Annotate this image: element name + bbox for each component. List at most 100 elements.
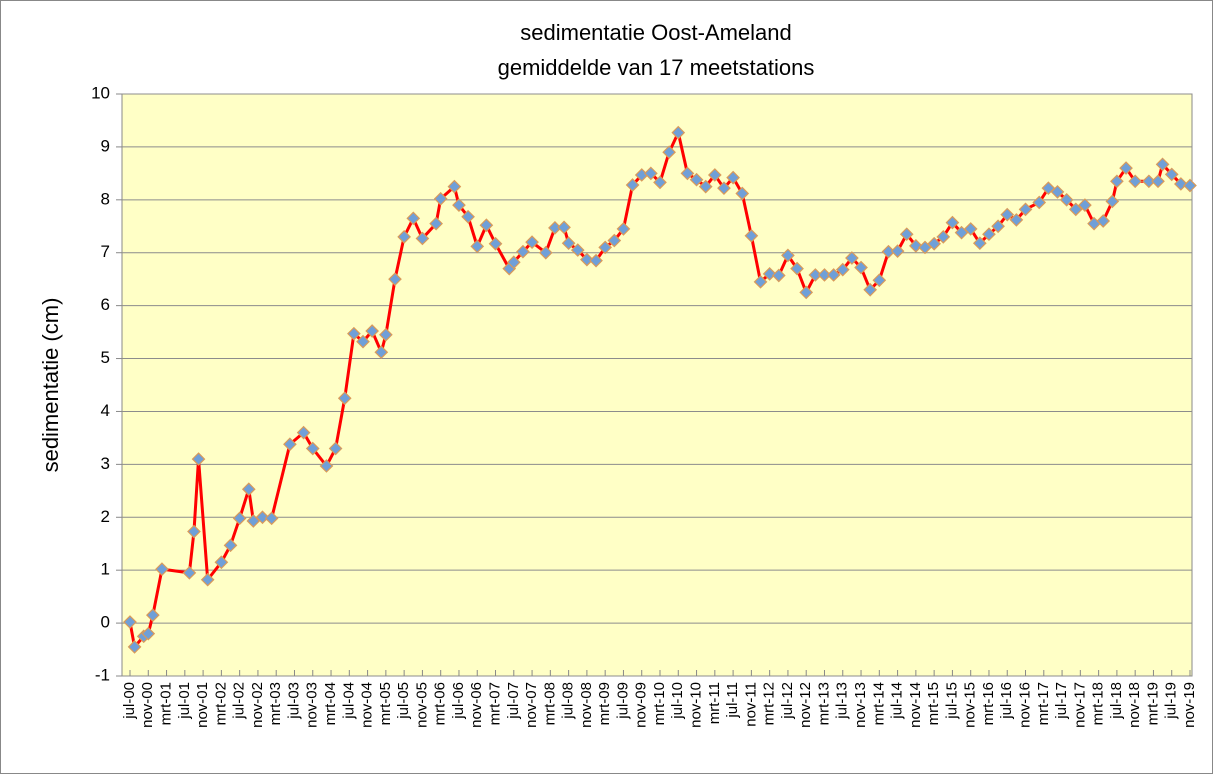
data-marker — [1032, 195, 1047, 210]
data-marker — [365, 324, 380, 338]
x-tick-label: nov-06 — [468, 682, 485, 728]
y-axis-label: sedimentatie (cm) — [38, 298, 63, 473]
data-marker — [141, 626, 156, 641]
y-tick-label: 8 — [101, 189, 110, 208]
x-tick-label: nov-04 — [359, 682, 376, 728]
x-tick-label: jul-09 — [614, 682, 631, 720]
data-marker — [214, 555, 229, 570]
chart-title: sedimentatie Oost-Ameland — [520, 20, 791, 45]
data-marker — [972, 236, 987, 251]
data-marker — [744, 228, 759, 243]
data-marker — [255, 510, 270, 525]
x-tick-label: mrt-19 — [1144, 682, 1161, 725]
y-tick-label: 1 — [101, 560, 110, 579]
data-marker — [589, 253, 603, 268]
data-marker — [127, 640, 142, 654]
x-tick-label: mrt-13 — [815, 682, 832, 725]
data-marker — [1183, 178, 1197, 193]
data-marker — [538, 245, 553, 260]
data-marker — [452, 198, 466, 212]
x-tick-label: jul-13 — [834, 682, 851, 720]
x-tick-label: mrt-14 — [870, 682, 887, 725]
y-tick-label: -1 — [95, 665, 110, 684]
data-marker — [771, 268, 786, 283]
data-marker — [1050, 185, 1065, 199]
data-marker — [1110, 174, 1124, 189]
data-marker — [991, 219, 1005, 234]
x-tick-label: nov-19 — [1181, 682, 1198, 728]
x-tick-label: nov-10 — [688, 682, 705, 728]
data-marker — [680, 166, 695, 181]
y-tick-label: 2 — [101, 507, 110, 526]
data-marker — [1105, 194, 1120, 209]
data-marker — [1096, 214, 1111, 228]
data-marker — [374, 345, 389, 360]
data-marker — [337, 391, 352, 406]
data-marker — [653, 175, 667, 190]
x-tick-label: nov-15 — [962, 682, 979, 728]
x-tick-label: jul-08 — [560, 682, 577, 720]
x-tick-label: nov-13 — [852, 682, 869, 728]
data-marker — [283, 437, 297, 452]
x-tick-label: nov-12 — [797, 682, 814, 728]
data-marker — [845, 251, 859, 265]
data-marker — [479, 218, 494, 233]
y-tick-label: 4 — [101, 401, 110, 420]
x-tick-label: jul-06 — [450, 682, 467, 720]
x-tick-label: jul-11 — [724, 682, 741, 719]
x-tick-label: mrt-09 — [596, 682, 613, 725]
data-marker — [388, 272, 402, 287]
data-marker — [182, 565, 197, 580]
data-marker — [1059, 192, 1074, 207]
data-marker — [379, 327, 393, 342]
x-tick-label: mrt-06 — [432, 682, 449, 725]
data-marker — [625, 178, 640, 192]
data-marker — [726, 170, 740, 185]
data-marker — [1119, 161, 1133, 175]
data-marker — [707, 168, 722, 182]
data-marker — [762, 267, 777, 281]
data-marker — [1018, 202, 1033, 217]
data-marker — [570, 243, 585, 257]
data-marker — [1155, 157, 1170, 172]
x-tick-label: jul-10 — [669, 682, 686, 720]
x-tick-label: mrt-05 — [377, 682, 394, 725]
data-marker — [863, 282, 878, 297]
data-marker — [945, 215, 960, 230]
x-tick-label: nov-17 — [1071, 682, 1088, 728]
x-tick-label: jul-07 — [505, 682, 522, 720]
x-tick-label: jul-01 — [176, 682, 193, 720]
data-marker — [890, 244, 905, 258]
data-marker — [406, 211, 421, 226]
data-marker — [123, 615, 137, 629]
data-marker — [1142, 174, 1156, 189]
x-tick-label: mrt-18 — [1090, 682, 1107, 725]
data-marker — [415, 231, 430, 246]
data-marker — [145, 608, 160, 623]
data-marker — [1151, 174, 1165, 189]
data-marker — [580, 252, 594, 267]
x-tick-label: nov-11 — [742, 682, 759, 727]
chart-subtitle: gemiddelde van 17 meetstations — [498, 55, 815, 80]
data-marker — [1009, 213, 1024, 227]
x-tick-label: jul-18 — [1108, 682, 1125, 720]
x-tick-label: jul-05 — [395, 682, 412, 720]
data-marker — [644, 166, 658, 181]
x-tick-label: mrt-16 — [980, 682, 997, 725]
data-marker — [296, 425, 311, 440]
data-marker — [1000, 207, 1015, 222]
x-tick-label: mrt-07 — [486, 682, 503, 725]
x-tick-label: nov-09 — [633, 682, 650, 728]
x-tick-label: nov-18 — [1126, 682, 1143, 728]
data-marker — [790, 261, 804, 276]
x-tick-label: mrt-03 — [267, 682, 284, 725]
data-marker — [191, 452, 206, 466]
x-tick-label: mrt-04 — [322, 682, 339, 725]
x-tick-label: jul-16 — [998, 682, 1015, 720]
data-marker — [1174, 177, 1188, 191]
x-tick-label: jul-04 — [340, 682, 357, 720]
x-tick-label: mrt-11 — [706, 682, 723, 724]
y-tick-label: 7 — [101, 242, 110, 261]
x-tick-label: nov-08 — [578, 682, 595, 728]
data-marker — [1164, 167, 1179, 182]
